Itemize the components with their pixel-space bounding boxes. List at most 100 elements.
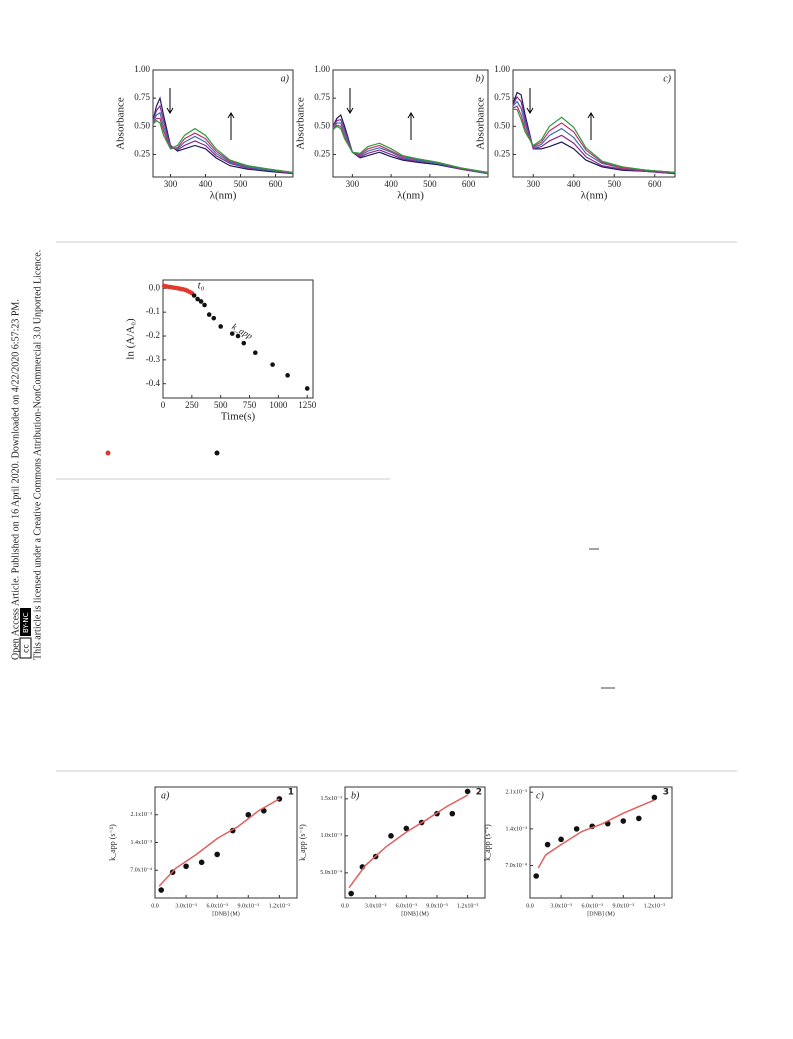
x-tick-label: 500 bbox=[214, 400, 228, 410]
point bbox=[636, 815, 642, 822]
point bbox=[211, 315, 217, 321]
point bbox=[214, 851, 220, 858]
y-tick-label: 7.0x10⁻⁴ bbox=[505, 863, 527, 869]
spectrum bbox=[152, 96, 294, 175]
plot-frame bbox=[162, 279, 314, 399]
x-tick-label: 600 bbox=[269, 179, 283, 189]
panel-number: 1 bbox=[288, 788, 294, 798]
by-badge bbox=[20, 608, 31, 636]
y-tick-label: 2.1x10⁻³ bbox=[506, 790, 528, 796]
y-tick-label: 2.1x10⁻³ bbox=[131, 812, 153, 818]
y-tick-label: 0.50 bbox=[134, 120, 150, 130]
plot-frame bbox=[529, 786, 673, 899]
x-tick-label: 500 bbox=[608, 179, 622, 189]
plot-frame bbox=[332, 69, 489, 178]
x-axis-label: [DNB] (M) bbox=[401, 910, 429, 917]
x-axis-label: λ(nm) bbox=[210, 190, 237, 202]
fit-line bbox=[537, 799, 655, 869]
point bbox=[218, 324, 223, 329]
y-axis-label: Absorbance bbox=[475, 97, 487, 150]
y-tick-label: 0.50 bbox=[494, 120, 510, 130]
x-tick-label: 0 bbox=[161, 400, 166, 410]
arrow bbox=[587, 112, 595, 140]
point bbox=[651, 794, 658, 801]
x-tick-label: 1.2x10⁻² bbox=[644, 903, 666, 909]
point bbox=[558, 836, 564, 843]
point bbox=[158, 887, 165, 893]
x-tick-label: 400 bbox=[199, 179, 213, 189]
point bbox=[183, 863, 189, 870]
sidebar-line: Open Access Article. Published on 16 Apr… bbox=[10, 299, 21, 660]
y-tick-label: 0.75 bbox=[314, 92, 330, 102]
x-tick-label: 9.0x10⁻³ bbox=[613, 903, 635, 909]
y-axis-label: Absorbance bbox=[115, 97, 127, 150]
panel-label: c) bbox=[663, 73, 671, 84]
point bbox=[533, 873, 540, 879]
y-tick-label: 0.0 bbox=[149, 282, 161, 292]
y-tick-label: 7.0x10⁻⁴ bbox=[130, 868, 152, 874]
x-tick-label: 400 bbox=[567, 179, 581, 189]
x-tick-label: 400 bbox=[384, 179, 398, 189]
point bbox=[241, 340, 247, 346]
panel-number: 3 bbox=[663, 788, 669, 798]
x-tick-label: 300 bbox=[527, 179, 541, 189]
arrow bbox=[227, 112, 235, 140]
arrow bbox=[407, 112, 415, 140]
point bbox=[191, 293, 197, 298]
spectrum bbox=[332, 122, 489, 175]
point bbox=[245, 811, 252, 818]
panel-label: c) bbox=[536, 790, 544, 801]
arrow bbox=[166, 88, 174, 114]
spectrum bbox=[152, 111, 294, 174]
spectrum bbox=[512, 105, 676, 174]
x-tick-label: 300 bbox=[346, 179, 360, 189]
y-tick-label: 1.00 bbox=[494, 64, 510, 74]
y-tick-label: 0.25 bbox=[494, 149, 510, 159]
point bbox=[270, 362, 275, 367]
legend-dot bbox=[105, 450, 111, 456]
cc-text: cc bbox=[22, 644, 31, 653]
y-axis-label: Absorbance bbox=[295, 97, 307, 150]
spectrum bbox=[152, 117, 294, 174]
by-text: BY-NC bbox=[22, 612, 30, 633]
sidebar: Open Access Article. Published on 16 Apr… bbox=[10, 250, 43, 660]
x-axis-label: [DNB] (M) bbox=[212, 910, 240, 917]
spectrum bbox=[513, 108, 676, 174]
x-tick-label: 500 bbox=[234, 179, 248, 189]
x-tick-label: 1.2x10⁻² bbox=[457, 903, 479, 909]
x-tick-label: 3.0x10⁻³ bbox=[365, 903, 387, 909]
y-tick-label: 0.75 bbox=[134, 92, 150, 102]
arrow bbox=[526, 88, 534, 114]
plot-frame bbox=[512, 69, 676, 178]
y-axis-label: k_app (s⁻¹) bbox=[483, 824, 492, 861]
fit-line bbox=[158, 798, 280, 887]
y-tick-label: 0.50 bbox=[314, 120, 330, 130]
point bbox=[198, 859, 205, 866]
x-tick-label: 1000 bbox=[269, 400, 288, 410]
point bbox=[388, 833, 394, 839]
y-tick-label: -0.4 bbox=[146, 378, 161, 388]
x-tick-label: 300 bbox=[164, 179, 178, 189]
point bbox=[573, 826, 580, 832]
point bbox=[229, 331, 235, 336]
panel-label: a) bbox=[281, 73, 290, 84]
y-tick-label: 1.4x10⁻³ bbox=[131, 840, 153, 846]
x-tick-label: 9.0x10⁻³ bbox=[238, 903, 260, 909]
x-tick-label: 250 bbox=[185, 400, 199, 410]
plot-frame bbox=[152, 69, 294, 178]
y-tick-label: -0.3 bbox=[146, 354, 161, 364]
spectrum bbox=[152, 119, 294, 174]
y-axis-label: ln (A/A₀) bbox=[125, 318, 137, 360]
panel-label: b) bbox=[351, 790, 360, 801]
x-tick-label: 3.0x10⁻³ bbox=[550, 903, 572, 909]
x-tick-label: 6.0x10⁻³ bbox=[581, 903, 603, 909]
y-tick-label: 1.4x10⁻³ bbox=[506, 826, 528, 832]
x-tick-label: 9.0x10⁻³ bbox=[426, 903, 448, 909]
legend-dot bbox=[214, 450, 220, 456]
point bbox=[198, 299, 204, 304]
point bbox=[403, 825, 410, 832]
point bbox=[544, 841, 551, 848]
panel-label: b) bbox=[476, 73, 485, 84]
